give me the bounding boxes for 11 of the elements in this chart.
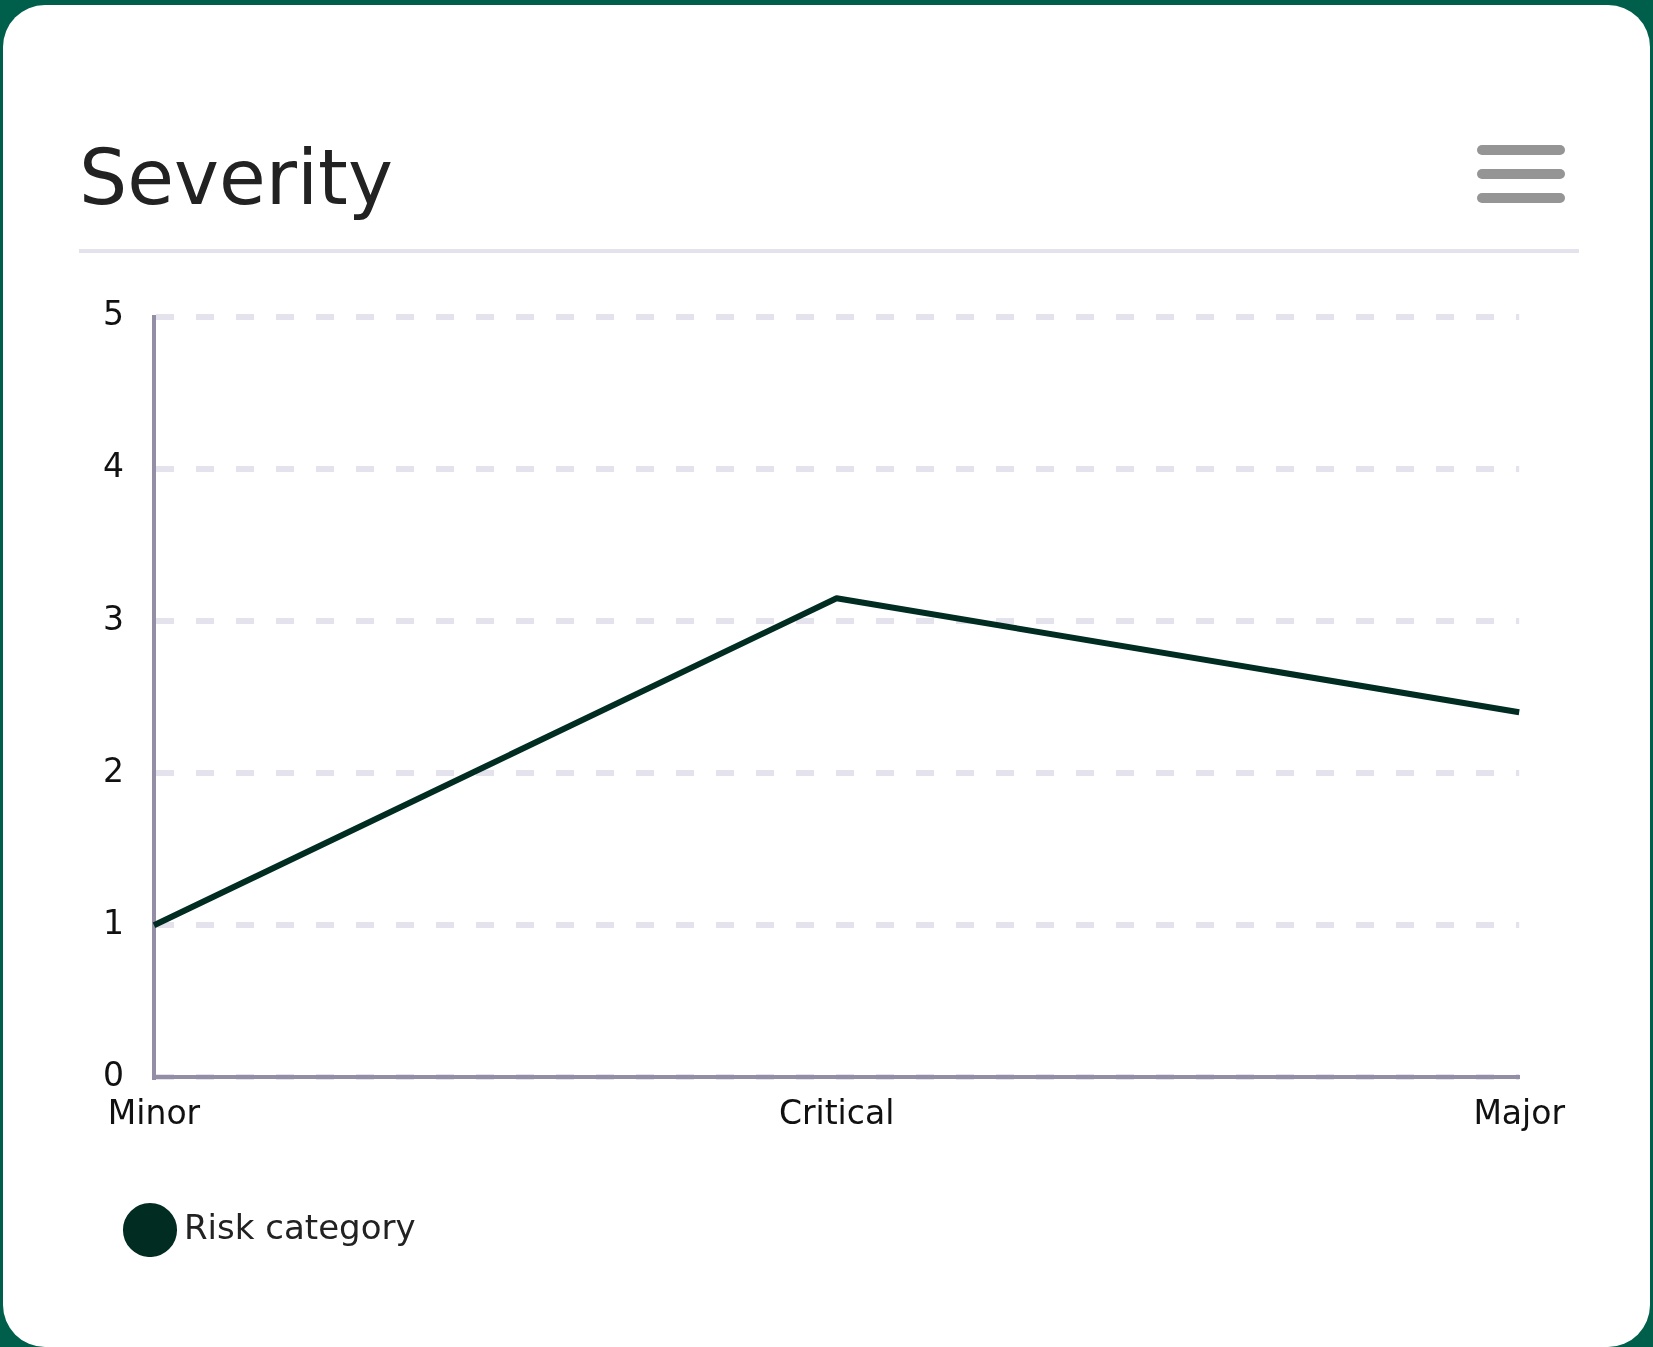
y-tick-label: 5 bbox=[103, 294, 124, 334]
y-tick-label: 2 bbox=[103, 750, 124, 790]
legend-label: Risk category bbox=[184, 1206, 416, 1247]
y-tick-label: 0 bbox=[103, 1054, 124, 1094]
x-tick-label: Major bbox=[1473, 1092, 1566, 1132]
y-tick-label: 1 bbox=[103, 902, 124, 942]
x-tick-label: Critical bbox=[778, 1092, 895, 1132]
chart-title: Severity bbox=[79, 133, 393, 222]
y-tick-label: 3 bbox=[103, 598, 124, 638]
x-tick-label: Minor bbox=[107, 1092, 201, 1132]
y-tick-label: 4 bbox=[103, 446, 124, 486]
